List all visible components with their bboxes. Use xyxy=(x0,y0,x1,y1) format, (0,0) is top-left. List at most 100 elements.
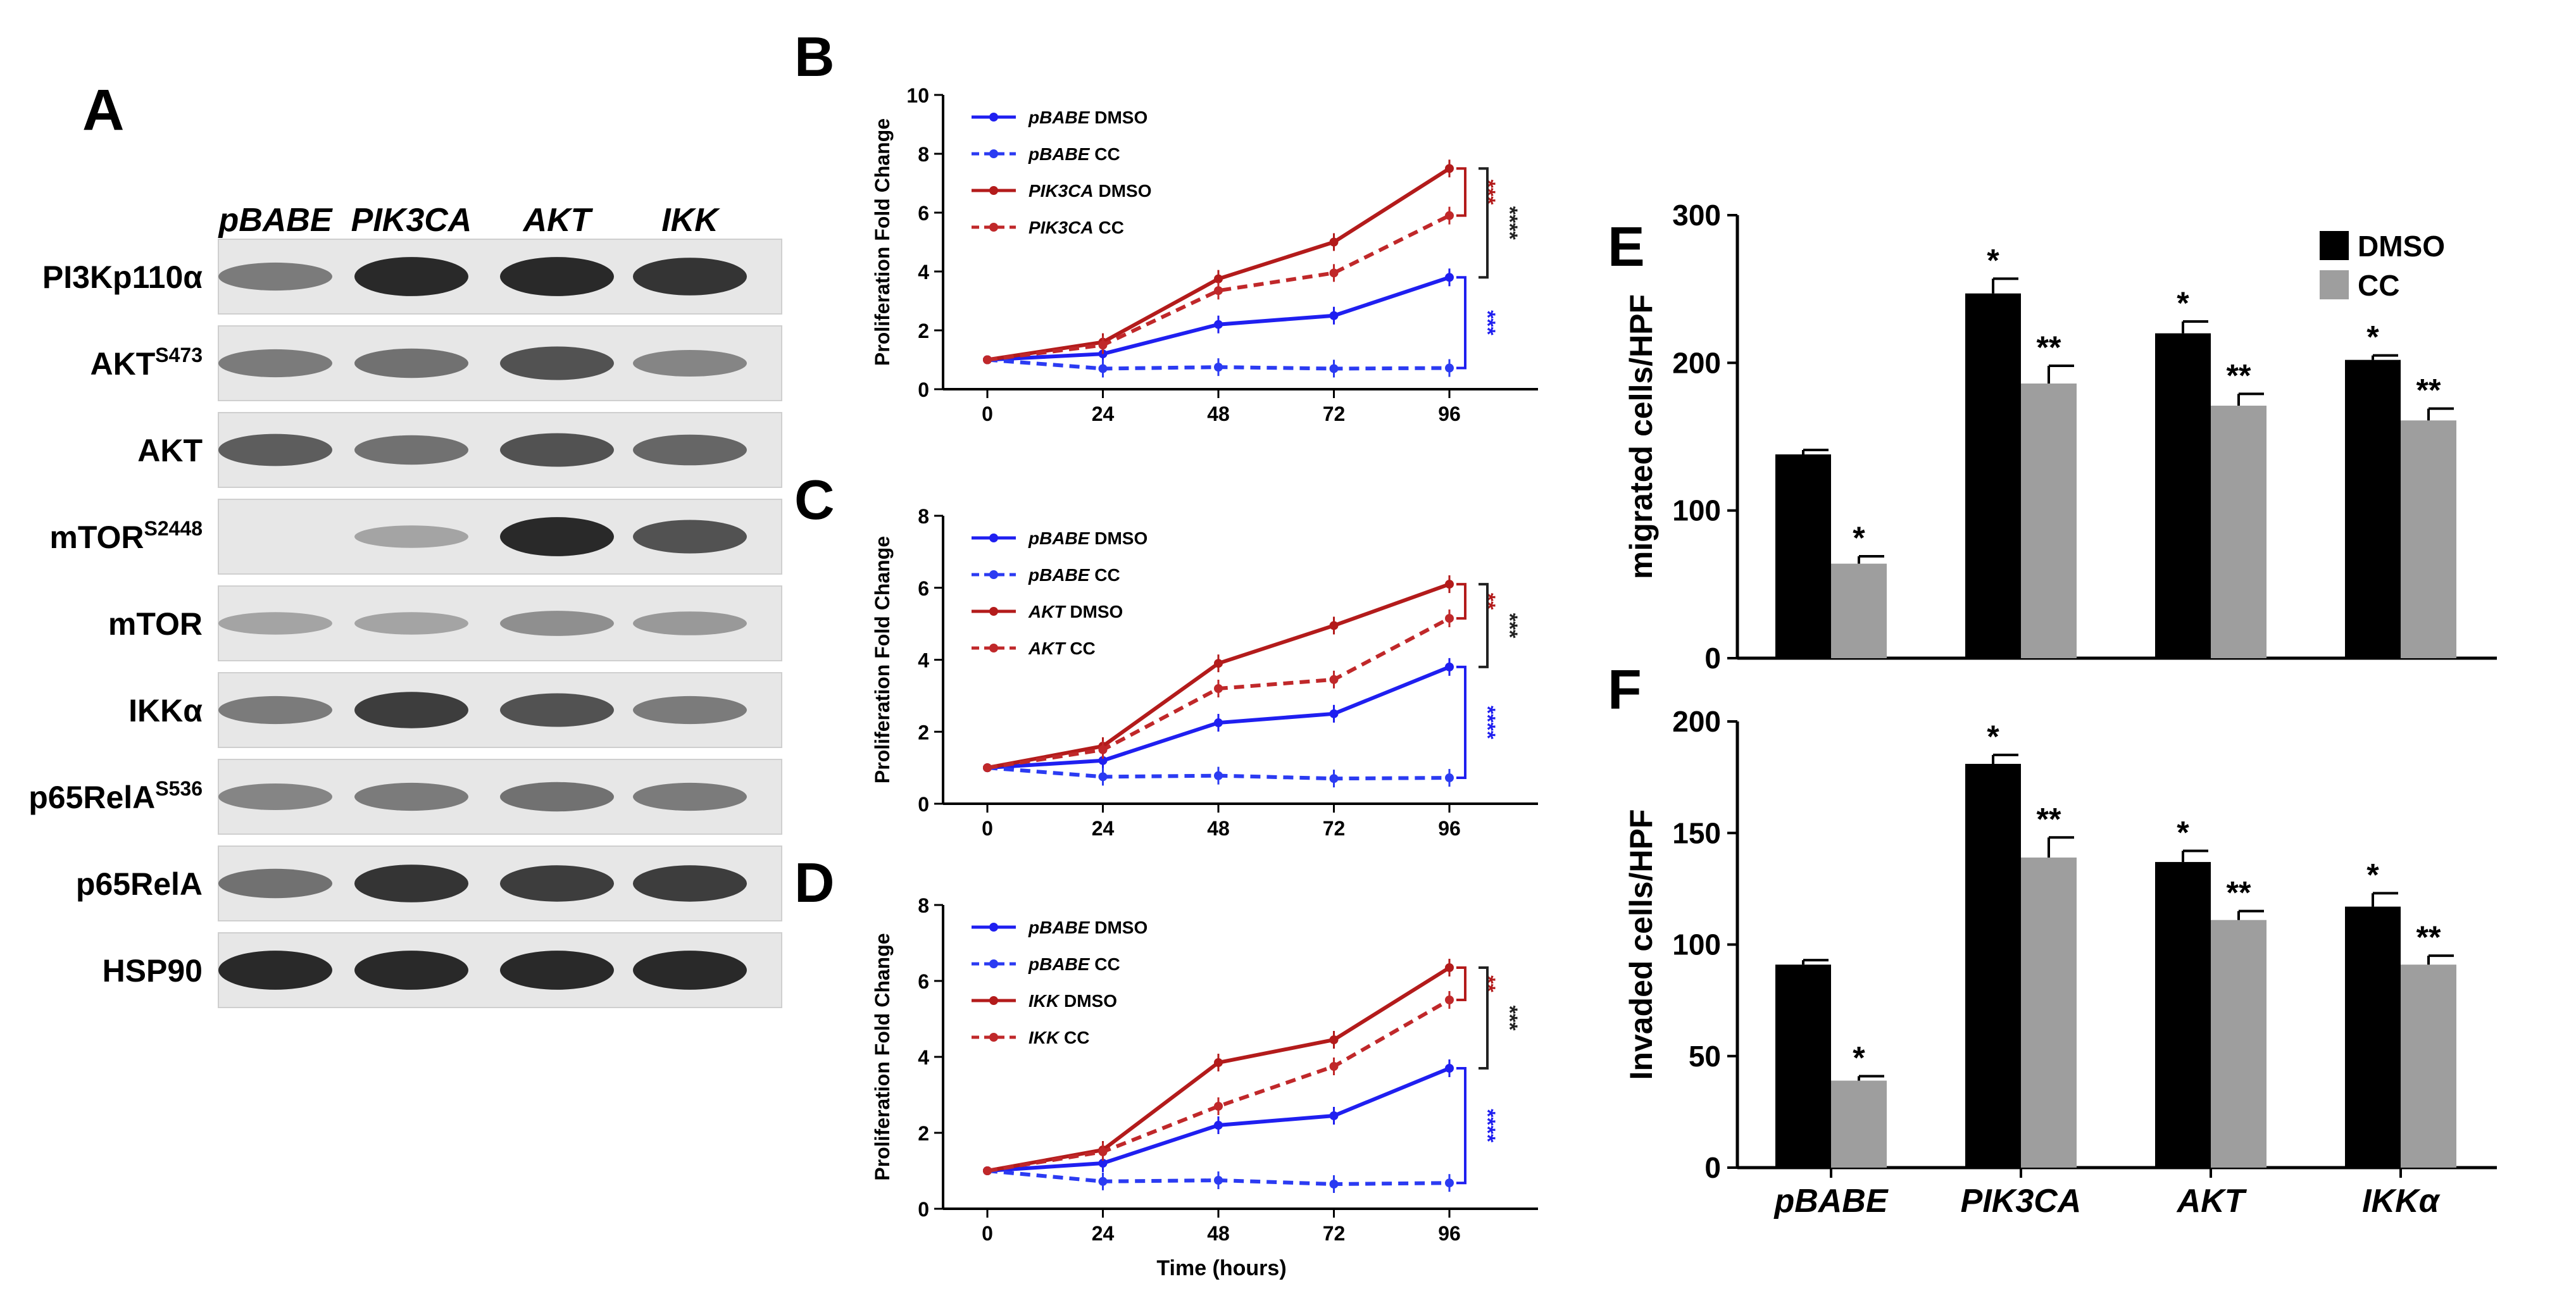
legend-treatment: CC xyxy=(1065,639,1096,658)
legend-entry-1: pBABE CC xyxy=(1028,565,1120,585)
blot-band xyxy=(633,520,747,554)
significance-bracket xyxy=(1456,167,1466,217)
legend-treatment: CC xyxy=(1094,218,1124,237)
significance-bracket xyxy=(1479,167,1489,279)
lane-label-1: PIK3CA xyxy=(351,202,472,239)
lane-label-0: pBABE xyxy=(217,202,332,239)
significance-star: ** xyxy=(2417,920,2441,955)
category-label-1: PIK3CA xyxy=(1961,1183,2082,1220)
significance-star: * xyxy=(1987,719,1999,754)
legend-gene: IKK xyxy=(1029,991,1060,1011)
y-tick-label: 100 xyxy=(1672,494,1721,527)
protein-label-8: HSP90 xyxy=(103,953,203,989)
significance-label-2: **** xyxy=(1475,1109,1499,1143)
legend-swatch xyxy=(2320,270,2349,299)
legend-marker xyxy=(989,186,998,195)
blot-band xyxy=(354,612,468,635)
legend-swatch xyxy=(2320,231,2349,260)
legend-marker xyxy=(989,644,998,652)
protein-label-3: mTORS2448 xyxy=(49,517,203,555)
y-tick-label: 2 xyxy=(918,1122,929,1145)
legend-gene: PIK3CA xyxy=(1029,181,1094,201)
blot-band xyxy=(633,611,747,635)
y-tick-label: 200 xyxy=(1672,705,1721,738)
x-tick-label: 96 xyxy=(1438,1222,1461,1245)
western-blot-panel: pBABE PIK3CA AKT IKKPI3Kp110αAKTS473AKTmTOR… xyxy=(28,202,782,1008)
legend-gene: pBABE xyxy=(1028,528,1091,548)
y-tick-label: 6 xyxy=(918,577,929,600)
blot-band xyxy=(633,865,747,902)
significance-star: ** xyxy=(2417,373,2441,408)
series-line-3 xyxy=(987,998,1451,1173)
y-tick-label: 6 xyxy=(918,202,929,225)
legend-entry-2: PIK3CA DMSO xyxy=(1029,181,1151,201)
protein-name: AKT xyxy=(91,346,156,382)
blot-band xyxy=(500,782,614,812)
legend-marker xyxy=(989,607,998,616)
panel-label-f: F xyxy=(1608,658,1642,721)
protein-name: PI3Kp110α xyxy=(42,259,203,295)
bar-cc xyxy=(2021,858,2077,1168)
y-tick-label: 200 xyxy=(1672,346,1721,379)
y-tick-label: 6 xyxy=(918,970,929,993)
panel-label-c: C xyxy=(794,468,835,531)
legend-treatment: DMSO xyxy=(1089,108,1147,127)
significance-bracket xyxy=(1479,966,1489,1070)
y-tick-label: 150 xyxy=(1672,816,1721,849)
category-label-0: pBABE xyxy=(1773,1183,1888,1220)
blot-band xyxy=(354,864,468,902)
lane-label-2: AKT xyxy=(522,202,594,239)
protein-label-2: AKT xyxy=(137,433,203,468)
legend-gene: AKT xyxy=(1028,602,1066,621)
significance-label-1: **** xyxy=(1497,206,1522,240)
bar-dmso xyxy=(1965,293,2021,659)
series-line-3 xyxy=(987,213,1451,362)
protein-label-5: IKKα xyxy=(128,693,203,728)
significance-star: ** xyxy=(2227,875,2251,911)
lane-label-3: IKK xyxy=(661,202,720,239)
protein-label-0: PI3Kp110α xyxy=(42,259,203,295)
legend-label-1: CC xyxy=(2358,269,2399,302)
protein-name: p65RelA xyxy=(28,780,155,815)
blot-band xyxy=(354,951,468,990)
protein-name: mTOR xyxy=(49,520,144,555)
legend-marker xyxy=(989,534,998,542)
x-tick-label: 72 xyxy=(1323,817,1346,840)
legend-label-0: DMSO xyxy=(2358,230,2445,263)
bar-dmso xyxy=(2345,906,2401,1168)
legend-entry-3: AKT CC xyxy=(1028,639,1096,658)
blot-band xyxy=(633,434,747,466)
protein-name: p65RelA xyxy=(76,866,203,902)
y-tick-label: 0 xyxy=(1704,642,1721,675)
category-label-3: IKKα xyxy=(2362,1183,2441,1220)
legend-gene: AKT xyxy=(1028,639,1066,658)
panel-label-d: D xyxy=(794,851,835,914)
significance-star: * xyxy=(1853,1040,1865,1075)
blot-band xyxy=(218,951,332,990)
blot-band xyxy=(633,350,747,377)
x-tick-label: 48 xyxy=(1207,403,1230,425)
legend-marker xyxy=(989,996,998,1005)
y-tick-label: 4 xyxy=(918,649,929,672)
legend-treatment: DMSO xyxy=(1089,528,1147,548)
protein-name: IKKα xyxy=(128,693,203,728)
blot-band xyxy=(500,611,614,636)
significance-star: * xyxy=(2367,857,2379,892)
blot-band xyxy=(500,865,614,902)
blot-band xyxy=(633,782,747,811)
significance-bracket xyxy=(1479,583,1489,668)
data-point xyxy=(983,1166,992,1175)
y-tick-label: 0 xyxy=(918,793,929,816)
legend-marker xyxy=(989,570,998,579)
blot-band xyxy=(354,435,468,465)
x-tick-label: 48 xyxy=(1207,1222,1230,1245)
y-tick-label: 2 xyxy=(918,721,929,744)
blot-band xyxy=(500,346,614,380)
blot-band xyxy=(218,868,332,899)
